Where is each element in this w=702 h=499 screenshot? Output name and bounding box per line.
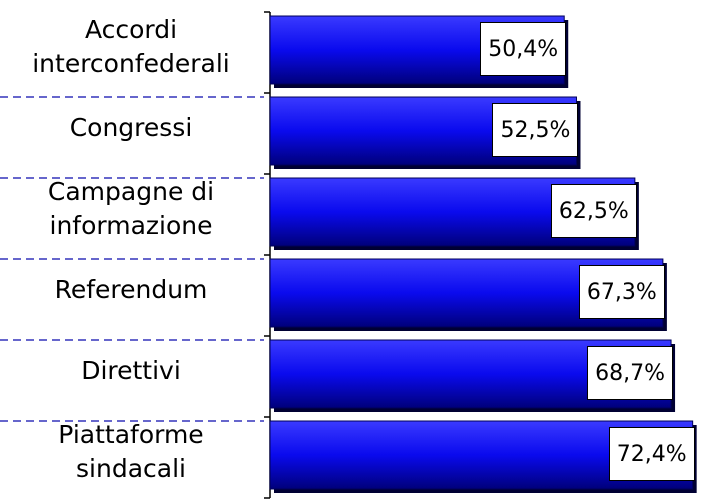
category-label: Campagne di informazione xyxy=(47,176,215,240)
category-label: Accordi interconfederali xyxy=(32,14,230,78)
category-label: Piattaforme sindacali xyxy=(58,419,204,483)
value-label: 62,5% xyxy=(550,184,637,238)
value-label: 72,4% xyxy=(608,427,695,481)
value-label: 67,3% xyxy=(578,265,665,319)
value-label: 68,7% xyxy=(587,346,674,400)
category-label: Congressi xyxy=(69,112,193,142)
value-label: 52,5% xyxy=(492,103,579,157)
category-label: Referendum xyxy=(54,274,208,304)
value-label: 50,4% xyxy=(480,22,567,76)
category-label: Direttivi xyxy=(81,355,181,385)
